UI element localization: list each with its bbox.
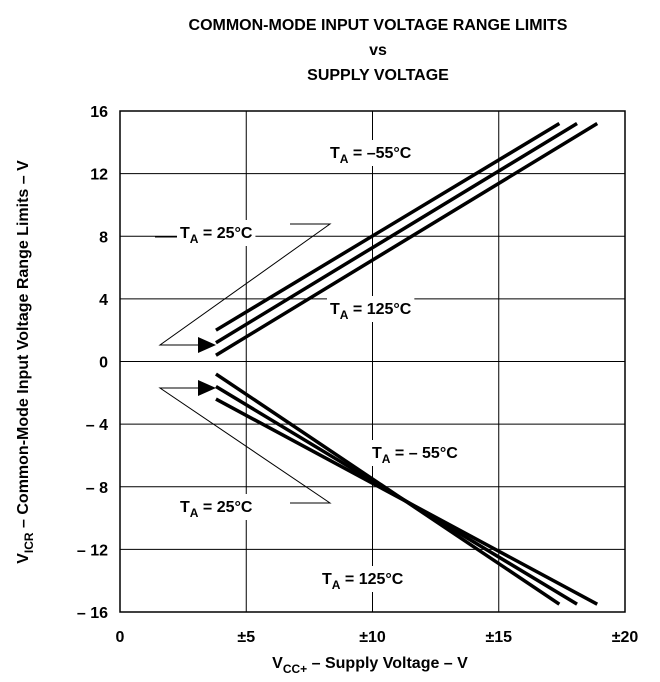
label-sub: CC+ xyxy=(283,662,307,676)
label-part: = 25°C xyxy=(198,499,252,516)
y-tick-label: – 16 xyxy=(77,605,108,622)
label-sub: A xyxy=(332,578,341,592)
line-series xyxy=(215,397,599,606)
label-part: = 25°C xyxy=(198,225,252,242)
y-tick-label: 8 xyxy=(99,229,108,246)
arrow-head xyxy=(198,337,216,353)
label-part: T xyxy=(180,499,190,516)
label-sub: A xyxy=(190,506,199,520)
label-part: = – 55°C xyxy=(390,445,458,462)
title-line: vs xyxy=(369,42,387,59)
x-tick-label: ±10 xyxy=(359,629,386,646)
label-part: T xyxy=(330,145,340,162)
label-part: T xyxy=(180,225,190,242)
x-axis-label: VCC+ – Supply Voltage – V xyxy=(272,655,468,676)
label-part: T xyxy=(322,571,332,588)
line-series xyxy=(215,122,599,357)
label-part: = –55°C xyxy=(348,145,411,162)
y-tick-label: – 4 xyxy=(86,417,108,434)
annotation: TA = 125°C xyxy=(322,571,404,592)
y-tick-label: – 12 xyxy=(77,542,108,559)
label-bg xyxy=(369,440,461,466)
label-part: – Common-Mode Input Voltage Range Limits… xyxy=(15,160,32,533)
y-tick-label: 4 xyxy=(99,292,108,309)
y-axis-label: VICR – Common-Mode Input Voltage Range L… xyxy=(15,160,36,564)
label-sub: ICR xyxy=(22,532,36,553)
leader xyxy=(158,387,332,504)
label-sub: A xyxy=(340,308,349,322)
label-bg xyxy=(327,140,415,166)
y-tick-label: 12 xyxy=(90,167,108,184)
label-bg xyxy=(327,296,415,322)
label-part: V xyxy=(272,655,283,672)
arrow-head xyxy=(198,380,216,396)
annotation: TA = – 55°C xyxy=(372,445,458,466)
x-tick-label: 0 xyxy=(116,629,125,646)
label-part: = 125°C xyxy=(340,571,403,588)
leader xyxy=(158,223,332,346)
label-part: = 125°C xyxy=(348,301,411,318)
annotation: TA = 25°C xyxy=(180,225,253,246)
label-sub: A xyxy=(382,452,391,466)
y-tick-label: 0 xyxy=(99,355,108,372)
label-sub: A xyxy=(340,152,349,166)
line-series xyxy=(215,122,578,345)
label-part: T xyxy=(330,301,340,318)
x-tick-label: ±20 xyxy=(612,629,639,646)
x-tick-label: ±5 xyxy=(237,629,255,646)
label-part: V xyxy=(15,553,32,564)
x-tick-label: ±15 xyxy=(485,629,512,646)
label-sub: A xyxy=(190,232,199,246)
label-part: – Supply Voltage – V xyxy=(307,655,468,672)
annotation: TA = 125°C xyxy=(330,301,412,322)
label-bg xyxy=(319,566,407,592)
line-series xyxy=(215,122,561,332)
y-tick-label: 16 xyxy=(90,104,108,121)
y-tick-label: – 8 xyxy=(86,480,108,497)
annotation: TA = 25°C xyxy=(180,499,253,520)
label-part: T xyxy=(372,445,382,462)
label-bg xyxy=(177,220,256,246)
title-line: COMMON-MODE INPUT VOLTAGE RANGE LIMITS xyxy=(189,17,568,34)
title-line: SUPPLY VOLTAGE xyxy=(307,67,449,84)
plot-frame xyxy=(119,110,626,613)
label-bg xyxy=(177,494,256,520)
annotation: TA = –55°C xyxy=(330,145,412,166)
leader-lines xyxy=(155,223,332,504)
